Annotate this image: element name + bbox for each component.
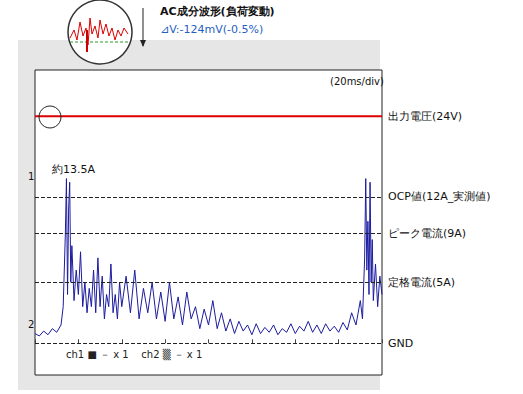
svg-text:⊿V:-124mV(-0.5%): ⊿V:-124mV(-0.5%) — [160, 23, 263, 36]
svg-text:(20ms/div): (20ms/div) — [330, 76, 384, 87]
svg-text:ch1 ■ － x 1 ch2 ▒ － x 1: ch1 ■ － x 1 ch2 ▒ － x 1 — [66, 348, 202, 361]
svg-text:ピーク電流(9A): ピーク電流(9A) — [388, 227, 466, 240]
svg-text:定格電流(5A): 定格電流(5A) — [388, 276, 455, 289]
svg-text:2: 2 — [28, 319, 34, 330]
svg-text:GND: GND — [388, 337, 413, 350]
svg-text:OCP値(12A_実測値): OCP値(12A_実測値) — [388, 190, 491, 203]
svg-text:AC成分波形(負荷変動): AC成分波形(負荷変動) — [160, 5, 275, 18]
svg-text:1: 1 — [28, 171, 34, 182]
svg-text:出力電圧(24V): 出力電圧(24V) — [388, 110, 462, 123]
svg-text:約13.5A: 約13.5A — [52, 163, 95, 176]
